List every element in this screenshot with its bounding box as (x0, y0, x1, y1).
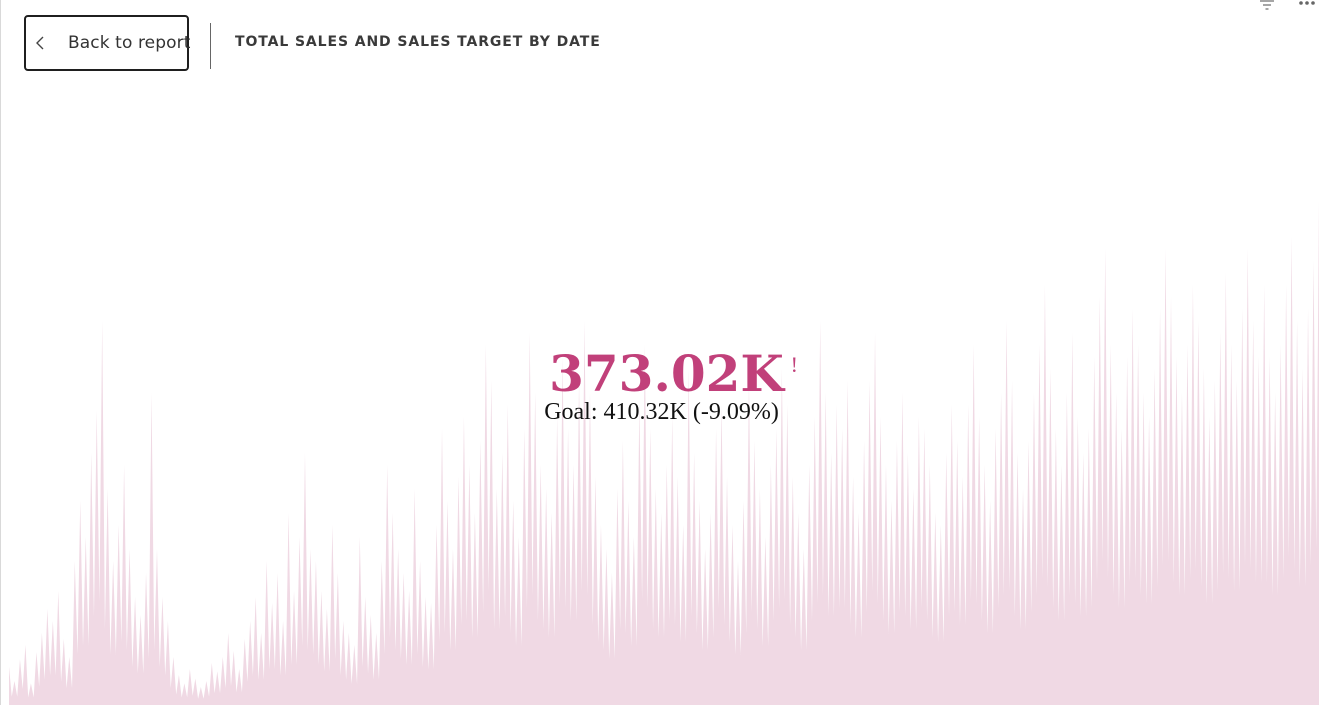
chevron-left-icon (36, 36, 44, 50)
back-to-report-button[interactable]: Back to report (24, 15, 191, 71)
sales-trend-area (9, 200, 1319, 705)
visual-title: TOTAL SALES AND SALES TARGET BY DATE (235, 34, 601, 50)
header-divider (210, 23, 211, 69)
filter-icon[interactable] (1259, 0, 1275, 10)
more-options-icon[interactable] (1298, 0, 1316, 6)
sales-trend-area-chart (9, 200, 1319, 705)
back-to-report-label: Back to report (68, 33, 191, 53)
